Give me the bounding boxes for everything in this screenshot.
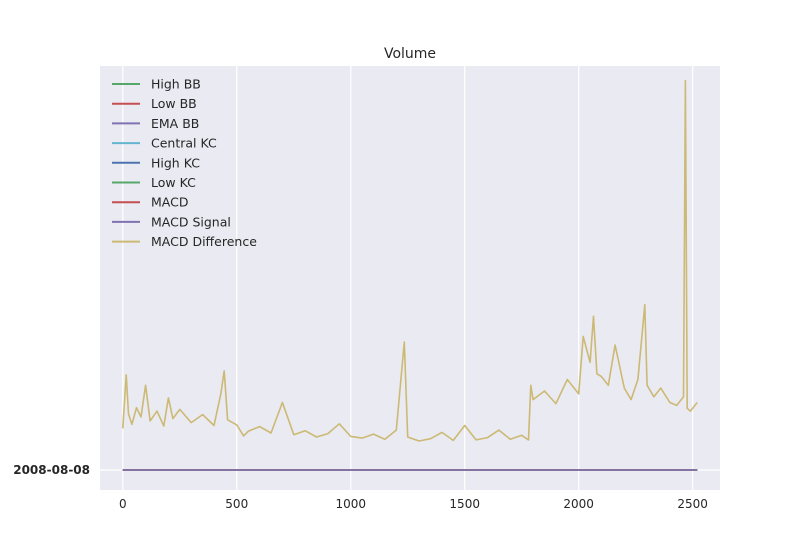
x-tick-label: 1500	[449, 497, 480, 511]
legend-label: EMA BB	[151, 116, 199, 131]
volume-series	[122, 79, 698, 442]
x-tick-label: 500	[225, 497, 248, 511]
legend: High BB Low BB EMA BB Central KC High KC Low …	[112, 77, 257, 249]
legend-label: Central KC	[151, 136, 217, 151]
volume-line	[122, 79, 698, 442]
legend-label: Low BB	[151, 96, 197, 111]
x-tick-label: 2000	[563, 497, 594, 511]
legend-label: MACD Signal	[151, 214, 231, 229]
plot-area	[100, 66, 720, 490]
legend-label: Low KC	[151, 175, 196, 190]
legend-label: High BB	[151, 77, 201, 92]
legend-label: High KC	[151, 155, 200, 170]
chart-title: Volume	[384, 46, 436, 62]
legend-label: MACD Difference	[151, 234, 257, 249]
x-tick-label: 1000	[335, 497, 366, 511]
x-tick-label: 2500	[677, 497, 708, 511]
x-tick-label: 0	[119, 497, 127, 511]
y-tick-label: 2008-08-08	[13, 463, 90, 477]
legend-label: MACD	[151, 195, 188, 210]
x-tick-labels: 0 500 1000 1500 2000 2500	[119, 497, 708, 511]
